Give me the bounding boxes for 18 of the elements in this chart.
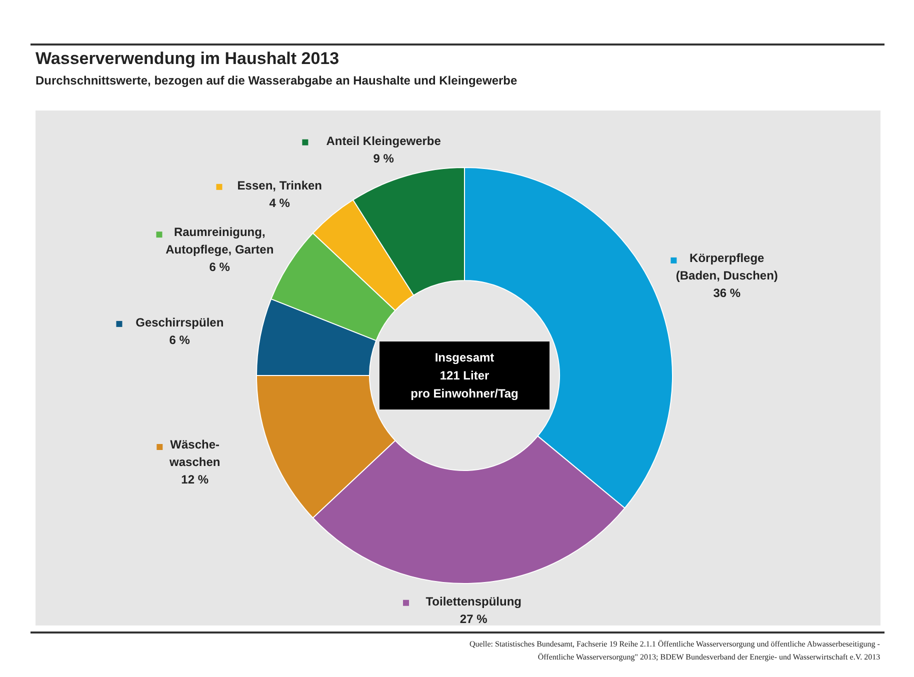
legend-label: Wäsche- waschen — [168, 438, 220, 470]
data-label: 4 % — [269, 196, 290, 210]
data-label: 27 % — [460, 612, 488, 626]
chart-title: Wasserverwendung im Haushalt 2013 — [36, 49, 340, 68]
legend-label: Anteil Kleingewerbe — [326, 134, 442, 148]
data-label: 36 % — [713, 286, 741, 300]
data-label: 9 % — [373, 152, 394, 166]
legend-label: Essen, Trinken — [237, 178, 322, 193]
text: Insgesamt 121 Liter pro Einwohner/Tag — [410, 350, 518, 401]
legend-label: Körperpflege (Baden, Duschen) — [676, 250, 778, 282]
legend-label: Geschirrspülen — [136, 316, 224, 330]
data-label: 12 % — [181, 472, 209, 487]
data-label: 6 % — [209, 260, 230, 274]
legend-label: Toilettenspülung — [426, 594, 522, 609]
source-note: Quelle: Statistisches Bundesamt, Fachserie 19 Reihe 2.1.1 Öffentliche Wasserversorgung und öffentliche Abwasserbeseitigung - Öffentliche Wasserversorgung" 2013; BDEW Bundesverband der Energie- und Wasserwirtschaft e.V. 2013 — [469, 640, 880, 662]
legend-label: Raumreinigung, Autopflege, Garten — [166, 225, 274, 257]
chart-subtitle: Durchschnittswerte, bezogen auf die Wasserabgabe an Haushalte und Kleingewerbe — [36, 74, 518, 88]
data-label: 6 % — [169, 333, 190, 348]
